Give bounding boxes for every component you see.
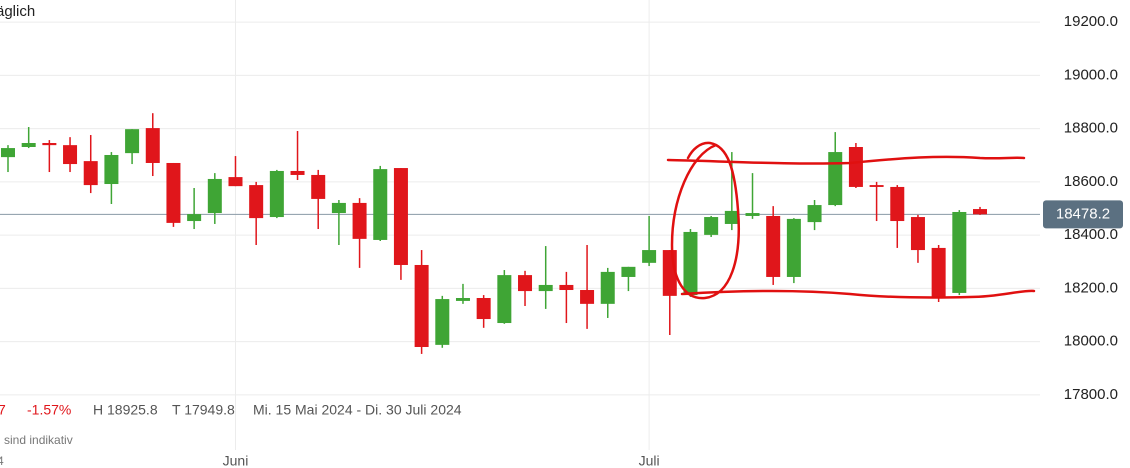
candle-body: [600, 271, 615, 304]
y-tick-label: 18400.0: [1064, 226, 1118, 243]
candle-body: [476, 297, 491, 320]
candle-body: [269, 170, 284, 218]
x-tick-label: Juli: [639, 453, 660, 468]
y-tick-label: 18800.0: [1064, 120, 1118, 137]
candle-body: [497, 275, 512, 324]
note: sind indikativ: [4, 433, 73, 447]
annotation-ellipse: [670, 141, 740, 300]
candle-body: [21, 143, 36, 148]
change-percent: -1.57%: [27, 402, 71, 418]
candle-body: [207, 178, 222, 214]
candle-body: [642, 250, 657, 263]
candle-body: [538, 284, 553, 292]
candle-body: [187, 214, 202, 222]
y-tick-label: 18600.0: [1064, 173, 1118, 190]
candle-body: [414, 264, 429, 347]
low-label: T 17949.8: [172, 402, 235, 418]
candle-body: [724, 210, 739, 224]
y-tick-label: 18200.0: [1064, 279, 1118, 296]
candle-body: [125, 129, 140, 154]
date-range: Mi. 15 Mai 2024 - Di. 30 Juli 2024: [253, 402, 462, 418]
candle-body: [352, 202, 367, 239]
candle-body: [518, 275, 533, 292]
candle-body: [580, 290, 595, 304]
y-tick-label: 18000.0: [1064, 333, 1118, 350]
candle-body: [559, 284, 574, 291]
candle-body: [848, 147, 863, 187]
candle-body: [910, 217, 925, 251]
candle-body: [290, 170, 305, 175]
last-price-box: [1043, 200, 1123, 229]
candle-body: [42, 143, 57, 146]
candle-body: [63, 145, 78, 165]
candle-body: [331, 202, 346, 214]
candle-body: [435, 299, 450, 345]
candle-body: [828, 152, 843, 206]
candle-body: [807, 205, 822, 223]
candle-body: [931, 247, 946, 298]
annotation-line: [666, 155, 1026, 165]
last-price-label: 18478.2: [1056, 205, 1110, 222]
candle-body: [745, 213, 760, 216]
annotation-line: [680, 289, 1036, 299]
corner-label: 4: [0, 454, 4, 468]
last-price-badge: 18478.2: [1043, 200, 1123, 229]
candle-body: [973, 209, 987, 215]
candle-body: [455, 297, 470, 301]
y-tick-label: 19000.0: [1064, 66, 1118, 83]
candle-body: [786, 218, 801, 277]
candle-body: [249, 185, 264, 219]
y-tick-label: 19200.0: [1064, 13, 1118, 30]
candle-body: [704, 217, 719, 235]
candle-body: [373, 169, 388, 240]
candle-body: [228, 177, 243, 187]
candles: [1, 113, 987, 354]
x-tick-label: Juni: [223, 453, 249, 468]
candle-body: [683, 231, 698, 296]
candle-body: [621, 266, 636, 277]
candle-body: [104, 154, 119, 185]
candle-body: [83, 161, 98, 186]
chart-title: äglich: [0, 3, 35, 20]
candle-body: [393, 168, 408, 265]
candle-body: [1, 148, 15, 158]
candle-body: [311, 174, 326, 199]
candle-body: [145, 128, 160, 163]
high-label: H 18925.8: [93, 402, 158, 418]
change: 7: [0, 402, 6, 418]
candle-body: [890, 186, 905, 222]
candle-body: [952, 211, 967, 293]
candle-body: [166, 162, 181, 223]
annotations: [666, 141, 1036, 300]
candle-body: [766, 215, 781, 277]
candle-body: [869, 185, 884, 187]
y-tick-label: 17800.0: [1064, 386, 1118, 403]
